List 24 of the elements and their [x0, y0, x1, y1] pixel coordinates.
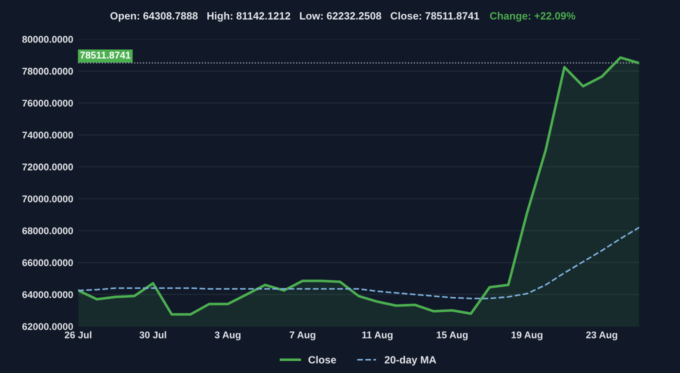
x-tick-label: 3 Aug	[214, 331, 240, 340]
text: Change: +22.09%	[490, 12, 576, 22]
y-tick-label: 66000.0000	[22, 259, 73, 266]
y-tick-label: 76000.0000	[22, 100, 73, 107]
x-tick-label: 15 Aug	[436, 332, 468, 340]
x-tick-label: 26 Jul	[64, 331, 92, 338]
line-series	[78, 226, 640, 300]
y-tick-label: 62000.0000	[22, 323, 73, 330]
y-tick-label: 78000.0000	[22, 68, 73, 75]
legend-label: 20-day MA	[384, 356, 436, 366]
y-tick-label: 68000.0000	[22, 227, 73, 234]
y-tick-label: 72000.0000	[22, 164, 73, 170]
ref-line-label: 78511.8741	[80, 52, 130, 59]
y-tick-label: 74000.0000	[22, 132, 73, 139]
x-tick-label: 23 Aug	[586, 331, 618, 340]
x-tick-label: 19 Aug	[512, 331, 542, 340]
y-tick-label: 70000.0000	[22, 195, 73, 202]
x-tick-label: 7 Aug	[290, 332, 316, 340]
y-tick-label: 80000.0000	[22, 36, 73, 43]
chart-title: Open: 64308.7888 High: 81142.1212 Low: 62232.2508 Close: 78511.8741	[110, 12, 480, 22]
y-tick-label: 64000.0000	[22, 291, 73, 298]
legend-label: Close	[308, 356, 336, 364]
x-tick-label: 30 Jul	[139, 331, 166, 338]
x-tick-label: 11 Aug	[362, 332, 393, 340]
